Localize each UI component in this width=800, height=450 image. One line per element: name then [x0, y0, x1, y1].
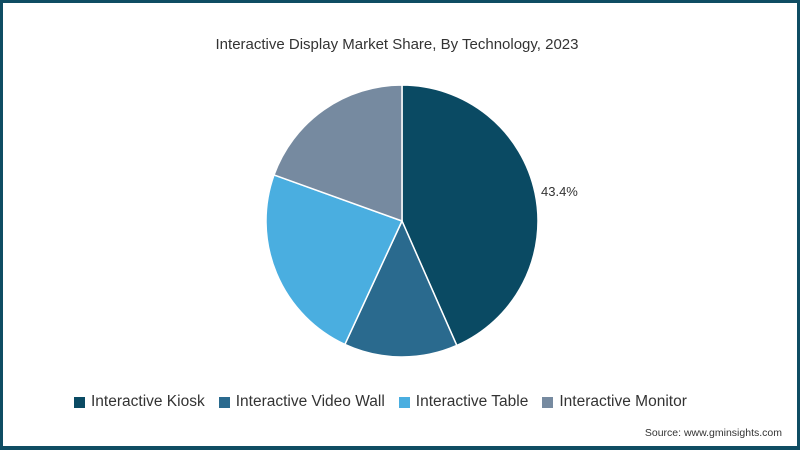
legend-item-video-wall: Interactive Video Wall — [218, 393, 385, 411]
legend-item-monitor: Interactive Monitor — [542, 393, 687, 411]
legend-label: Interactive Kiosk — [91, 393, 205, 410]
legend-swatch-monitor — [542, 396, 554, 408]
pie-slice-interactive-kiosk — [401, 84, 539, 347]
legend-item-table: Interactive Table — [398, 393, 529, 411]
pie-slice-interactive-video-wall — [343, 219, 458, 358]
legend-label: Interactive Monitor — [559, 393, 687, 410]
pie-slice-interactive-table — [265, 173, 404, 346]
chart-title: Interactive Display Market Share, By Tec… — [215, 36, 579, 53]
legend-item-kiosk: Interactive Kiosk — [74, 393, 205, 411]
source-note: Source: www.gminsights.com — [644, 427, 782, 439]
legend-swatch-video-wall — [218, 396, 230, 408]
pie-slice-interactive-monitor — [273, 84, 403, 223]
legend-label: Interactive Video Wall — [235, 393, 385, 410]
legend-swatch-kiosk — [74, 396, 85, 408]
kiosk-percent-label: 43.4% — [541, 184, 578, 199]
legend: Interactive Kiosk Interactive Video Wall… — [74, 393, 687, 411]
legend-label: Interactive Table — [415, 393, 529, 410]
legend-swatch-table — [398, 396, 410, 408]
